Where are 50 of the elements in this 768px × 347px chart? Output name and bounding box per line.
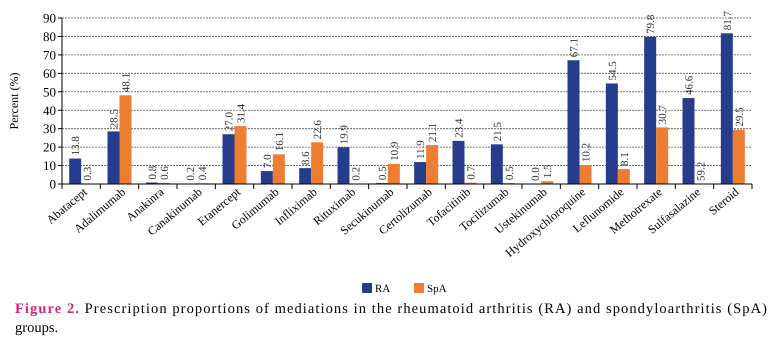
- data-label: 0.8: [146, 165, 159, 180]
- data-label: 16.1: [274, 132, 286, 152]
- data-label: 10.2: [580, 142, 592, 162]
- data-label: 21.5: [492, 122, 504, 142]
- data-label: 46.6: [684, 75, 696, 96]
- y-axis-title: Percent (%): [7, 72, 21, 130]
- y-tick-label: 60: [43, 66, 56, 81]
- y-tick-label: 80: [43, 28, 56, 44]
- y-tick-label: 10: [43, 158, 56, 174]
- data-label: 10.9: [388, 141, 401, 161]
- data-label: 29.5: [734, 106, 746, 127]
- y-tick-label: 30: [43, 121, 56, 136]
- y-tick-label: 70: [43, 47, 56, 62]
- data-label: 0.4: [197, 166, 210, 180]
- data-label: 0.3: [82, 166, 94, 180]
- y-tick-label: 90: [43, 10, 56, 26]
- data-label: 0.5: [376, 166, 389, 180]
- data-label: 22.6: [312, 120, 324, 140]
- data-label: 27.0: [224, 111, 236, 132]
- data-label: 1.5: [542, 164, 554, 178]
- data-label: 7.0: [262, 154, 274, 168]
- y-tick-label: 50: [43, 84, 56, 100]
- data-label: 21.1: [427, 122, 440, 142]
- y-tick-label: 20: [43, 140, 56, 155]
- data-label: 81.7: [722, 10, 734, 30]
- data-label: 0.2: [350, 166, 362, 181]
- data-label: 67.1: [568, 38, 580, 58]
- data-label: 19.9: [338, 124, 350, 144]
- data-label: 30.7: [657, 104, 670, 124]
- data-label: 48.1: [120, 73, 132, 92]
- annotation: 59.2: [696, 162, 708, 181]
- data-label: 13.8: [70, 136, 82, 156]
- data-label: 28.5: [108, 108, 120, 128]
- data-label: 54.5: [606, 60, 619, 80]
- data-label: 23.4: [454, 118, 466, 138]
- y-tick-label: 40: [43, 102, 56, 118]
- data-label: 0.2: [185, 166, 198, 181]
- data-label: 0.0: [530, 166, 542, 181]
- legend-label: SpA: [427, 283, 447, 295]
- y-tick-label: 0: [50, 176, 56, 192]
- text: Figure 2. Prescription proportions of mediations in the rheumatoid arthritis (RA) and spondyloarthritis (SpA) groups.: [15, 301, 767, 336]
- data-label: 11.9: [415, 140, 428, 160]
- data-label: 0.7: [466, 165, 478, 180]
- legend-label: RA: [375, 283, 390, 295]
- data-label: 31.4: [236, 103, 248, 124]
- data-label: 8.1: [618, 152, 631, 166]
- data-label: 79.8: [645, 14, 658, 34]
- data-label: 8.6: [300, 150, 312, 166]
- data-label: 0.5: [504, 166, 516, 180]
- data-label: 0.6: [158, 166, 171, 180]
